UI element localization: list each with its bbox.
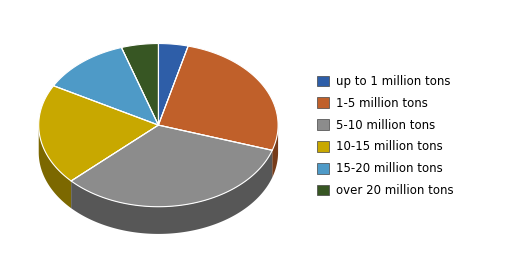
Legend: up to 1 million tons, 1-5 million tons, 5-10 million tons, 10-15 million tons, 1: up to 1 million tons, 1-5 million tons, … [317, 75, 454, 197]
Polygon shape [39, 125, 71, 208]
Polygon shape [71, 150, 272, 234]
Polygon shape [272, 125, 278, 178]
Polygon shape [71, 125, 272, 207]
Polygon shape [158, 46, 278, 150]
Polygon shape [39, 86, 158, 181]
Polygon shape [158, 44, 188, 125]
Polygon shape [53, 48, 158, 125]
Polygon shape [121, 44, 158, 125]
